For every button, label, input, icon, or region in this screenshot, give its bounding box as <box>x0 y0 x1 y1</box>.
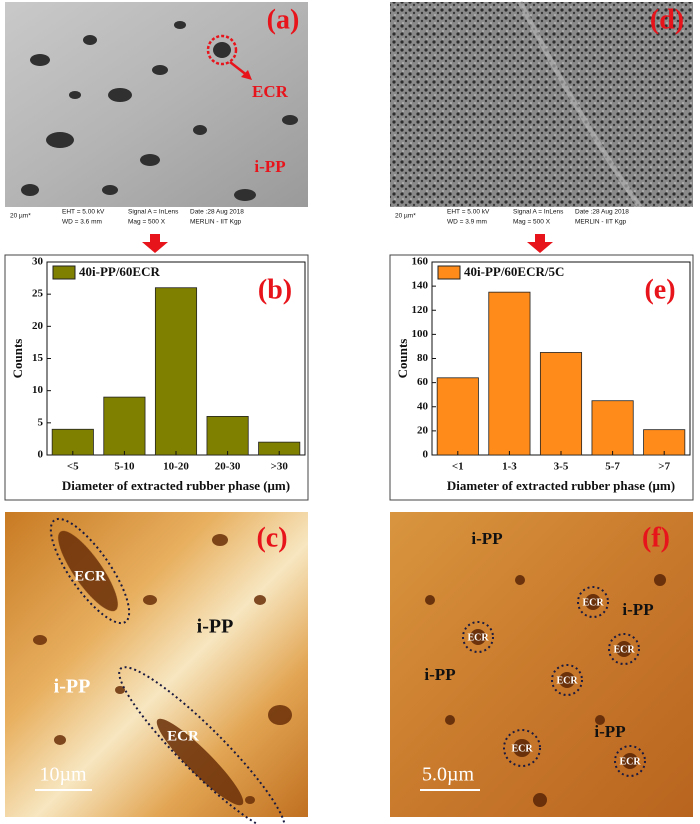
annotation: ECR <box>613 644 635 655</box>
info-text: 20 µm* <box>10 213 31 220</box>
y-tick-label: 60 <box>417 376 429 388</box>
y-axis-label: Counts <box>395 339 410 379</box>
info-text: Date :28 Aug 2018 <box>575 209 629 216</box>
annotation: ECR <box>167 728 199 744</box>
x-tick-label: 10-20 <box>163 461 189 473</box>
x-tick-label: >30 <box>271 461 289 473</box>
sem-image-a <box>5 2 308 231</box>
annotation: ECR <box>619 756 641 767</box>
annotation: ECR <box>252 82 289 101</box>
legend-swatch <box>52 265 76 280</box>
scale-bar-label: 10µm <box>39 764 87 786</box>
annotation: ECR <box>556 675 578 686</box>
info-text: Signal A = InLens <box>513 209 564 216</box>
bar <box>539 352 583 456</box>
annotation: i-PP <box>54 676 91 698</box>
x-tick-label: >7 <box>658 461 670 473</box>
bar <box>154 287 198 456</box>
bar <box>436 377 479 456</box>
y-tick-label: 40 <box>417 400 429 412</box>
annotation: i-PP <box>424 665 455 684</box>
bar <box>51 428 94 456</box>
scale-bar-label: 5.0µm <box>422 764 475 786</box>
x-tick-label: 20-30 <box>215 461 241 473</box>
y-tick-label: 20 <box>417 424 429 436</box>
y-tick-label: 30 <box>32 256 44 268</box>
bar <box>488 291 531 456</box>
info-text: EHT = 5.00 kV <box>447 209 490 216</box>
y-tick-label: 80 <box>417 352 429 364</box>
y-tick-label: 25 <box>32 288 44 300</box>
x-tick-label: 3-5 <box>554 461 569 473</box>
annotation: i-PP <box>197 616 234 638</box>
bar <box>206 415 249 456</box>
y-tick-label: 0 <box>423 449 429 461</box>
annotation: ECR <box>582 597 604 608</box>
panel-label: (c) <box>256 522 287 553</box>
panel-label: (e) <box>644 274 675 305</box>
info-text: 20 µm* <box>395 213 416 220</box>
info-text: Mag = 500 X <box>513 219 551 226</box>
legend-label: 40i-PP/60ECR <box>79 264 160 279</box>
arrows <box>142 234 553 253</box>
y-tick-label: 100 <box>412 328 429 340</box>
bar <box>103 396 146 456</box>
panel-label: (b) <box>258 274 292 305</box>
y-tick-label: 120 <box>412 304 429 316</box>
y-tick-label: 20 <box>32 320 44 332</box>
panel-label: (f) <box>642 522 670 553</box>
annotation: ECR <box>74 568 106 584</box>
x-tick-label: 5-10 <box>114 461 135 473</box>
annotation: i-PP <box>594 722 625 741</box>
info-text: EHT = 5.00 kV <box>62 209 105 216</box>
bar <box>591 400 634 456</box>
annotation: ECR <box>511 743 533 754</box>
panel-label: (d) <box>650 4 684 35</box>
panel-label: (a) <box>267 4 300 35</box>
info-text: MERLIN - IIT Kgp <box>190 219 242 226</box>
sem-image-d <box>390 0 693 231</box>
annotation: i-PP <box>622 600 653 619</box>
x-tick-label: 5-7 <box>605 461 620 473</box>
x-tick-label: <1 <box>452 461 464 473</box>
annotation: i-PP <box>471 529 502 548</box>
info-text: WD = 3.6 mm <box>62 219 102 226</box>
x-axis-label: Diameter of extracted rubber phase (μm) <box>62 478 290 493</box>
bar <box>643 429 686 456</box>
y-tick-label: 0 <box>38 449 44 461</box>
info-text: Mag = 500 X <box>128 219 166 226</box>
y-tick-label: 10 <box>32 384 44 396</box>
legend-label: 40i-PP/60ECR/5C <box>464 264 564 279</box>
y-tick-label: 140 <box>412 280 429 292</box>
y-tick-label: 5 <box>38 416 44 428</box>
info-text: Date :28 Aug 2018 <box>190 209 244 216</box>
x-tick-label: 1-3 <box>502 461 517 473</box>
info-text: Signal A = InLens <box>128 209 179 216</box>
annotation: i-PP <box>254 157 285 176</box>
y-tick-label: 15 <box>32 352 44 364</box>
afm-image-f <box>390 512 693 817</box>
annotation: ECR <box>467 632 489 643</box>
info-text: WD = 3.9 mm <box>447 219 487 226</box>
y-tick-label: 160 <box>412 256 429 268</box>
x-axis-label: Diameter of extracted rubber phase (μm) <box>447 478 675 493</box>
legend-swatch <box>437 265 461 280</box>
x-tick-label: <5 <box>67 461 79 473</box>
info-text: MERLIN - IIT Kgp <box>575 219 627 226</box>
afm-image-c <box>5 512 308 824</box>
y-axis-label: Counts <box>10 339 25 379</box>
